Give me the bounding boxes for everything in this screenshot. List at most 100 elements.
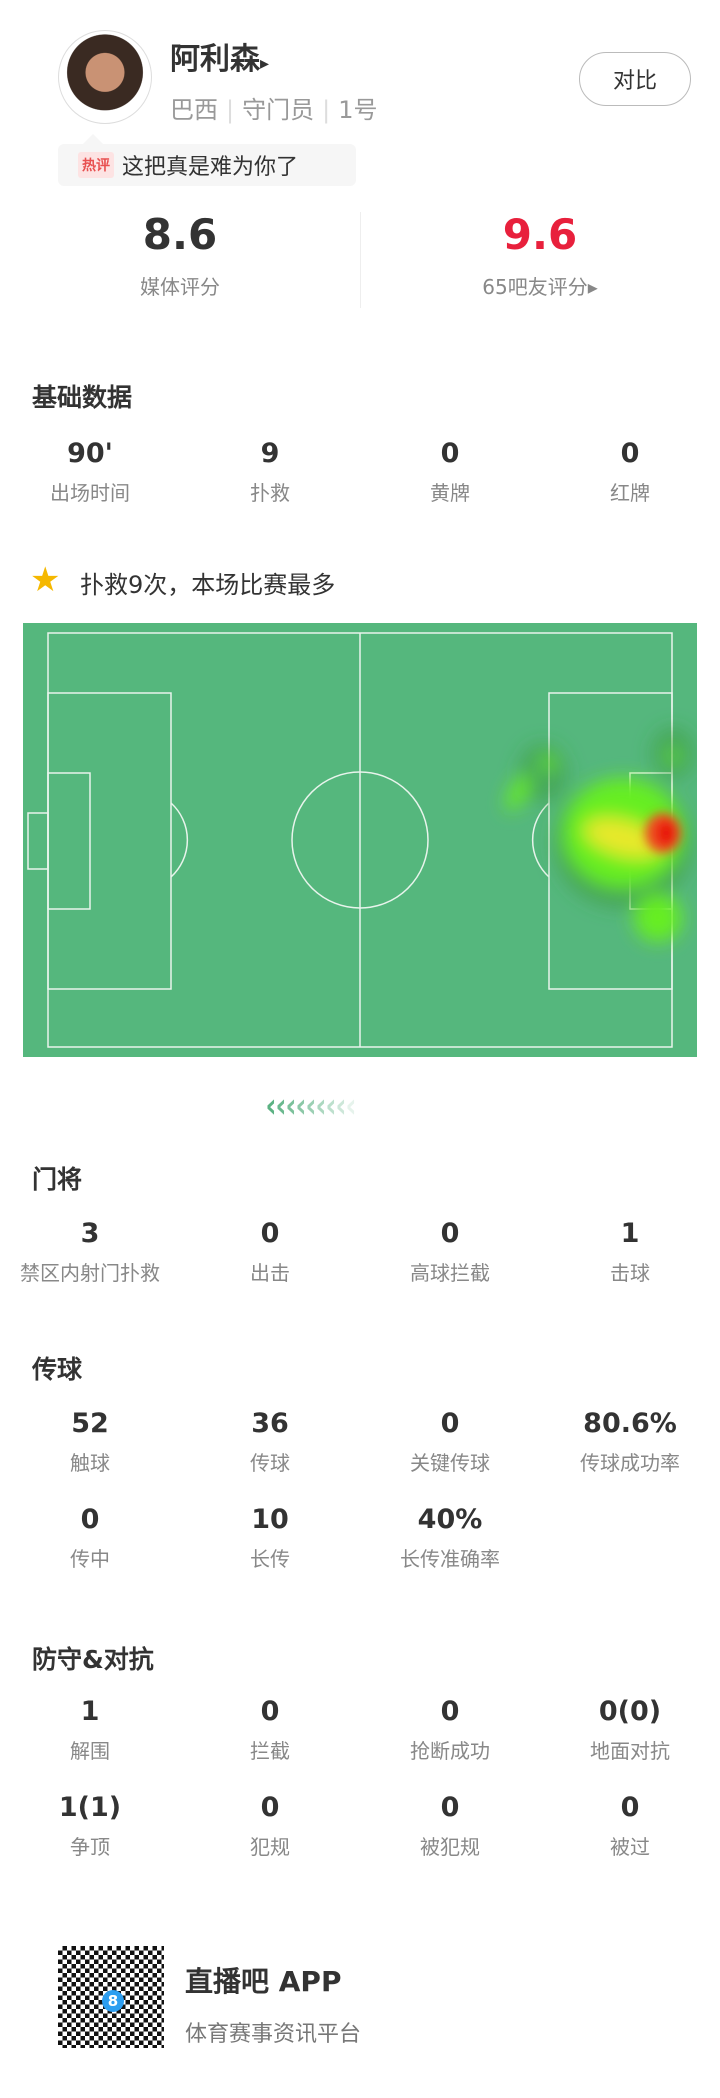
stat-label: 传中 <box>70 1547 110 1571</box>
chevron-left-icon: ‹ <box>325 1086 337 1126</box>
media-rating-value: 8.6 <box>142 210 218 259</box>
stat-value: 0 <box>620 438 640 469</box>
stat-item: 0 被过 <box>540 1792 720 1860</box>
highlight-text: 扑救9次，本场比赛最多 <box>80 571 336 599</box>
stat-label: 被犯规 <box>420 1835 480 1859</box>
stat-item: 0 关键传球 <box>360 1408 540 1476</box>
stat-value: 9 <box>260 438 280 469</box>
stat-value: 0 <box>440 1408 460 1439</box>
stat-value: 10 <box>251 1504 289 1535</box>
stat-label: 抢断成功 <box>410 1739 490 1763</box>
chevron-left-icon: ‹ <box>295 1086 307 1126</box>
media-rating: 8.6 媒体评分 <box>0 210 360 300</box>
app-logo-icon: 8 <box>102 1990 124 2012</box>
fan-rating[interactable]: 9.6 65吧友评分▸ <box>360 210 720 300</box>
stat-item: 0 被犯规 <box>360 1792 540 1860</box>
stat-label: 红牌 <box>610 481 650 505</box>
section-title-goalkeeping: 门将 <box>32 1165 83 1194</box>
stat-label: 拦截 <box>250 1739 290 1763</box>
stat-item: 0(0) 地面对抗 <box>540 1696 720 1764</box>
stat-label: 争顶 <box>70 1835 110 1859</box>
stat-value: 0(0) <box>598 1696 662 1727</box>
hot-comment[interactable]: 热评 这把真是难为你了 <box>58 134 356 186</box>
stat-item: 52 触球 <box>0 1408 180 1476</box>
chevron-left-icon: ‹ <box>275 1086 287 1126</box>
player-avatar[interactable] <box>58 30 152 124</box>
chevron-left-icon: ‹ <box>305 1086 317 1126</box>
stat-item: 10 长传 <box>180 1504 360 1572</box>
stat-item: 36 传球 <box>180 1408 360 1476</box>
section-title-basic: 基础数据 <box>32 383 133 412</box>
arrow-right-icon: ▸ <box>260 53 270 74</box>
stat-value: 1(1) <box>58 1792 122 1823</box>
stat-value: 90' <box>67 438 113 469</box>
stat-item: 0 拦截 <box>180 1696 360 1764</box>
stat-label: 关键传球 <box>410 1451 490 1475</box>
nation: 巴西 <box>170 96 218 124</box>
stat-item: 0 红牌 <box>540 438 720 506</box>
stat-item: 1 击球 <box>540 1218 720 1286</box>
stat-value: 0 <box>80 1504 100 1535</box>
media-rating-label: 媒体评分 <box>140 275 220 299</box>
shirt-number: 1号 <box>338 96 378 124</box>
stat-label: 犯规 <box>250 1835 290 1859</box>
stat-label: 出击 <box>250 1261 290 1285</box>
defense-stats-row2: 1(1) 争顶 0 犯规 0 被犯规 0 被过 <box>0 1792 720 1860</box>
stat-label: 黄牌 <box>430 481 470 505</box>
stat-label: 击球 <box>610 1261 650 1285</box>
goalkeeping-stats: 3 禁区内射门扑救 0 出击 0 高球拦截 1 击球 <box>0 1218 720 1286</box>
divider <box>360 212 361 308</box>
heatmap-blobs <box>505 727 695 942</box>
stat-item: 0 出击 <box>180 1218 360 1286</box>
position: 守门员 <box>242 96 315 124</box>
stat-value: 1 <box>80 1696 100 1727</box>
chevron-left-icon: ‹ <box>315 1086 327 1126</box>
attack-direction-arrows: ‹ ‹ ‹ ‹ ‹ ‹ ‹ ‹ ‹ <box>264 1086 357 1126</box>
stat-label: 解围 <box>70 1739 110 1763</box>
basic-stats: 90' 出场时间 9 扑救 0 黄牌 0 红牌 <box>0 438 720 506</box>
stat-item: 0 抢断成功 <box>360 1696 540 1764</box>
stat-value: 52 <box>71 1408 109 1439</box>
stat-item: 1(1) 争顶 <box>0 1792 180 1860</box>
stat-value: 0 <box>260 1792 280 1823</box>
stat-value: 0 <box>260 1696 280 1727</box>
stat-value: 1 <box>620 1218 640 1249</box>
stat-label: 高球拦截 <box>410 1261 490 1285</box>
stat-label: 禁区内射门扑救 <box>20 1261 160 1285</box>
section-title-passing: 传球 <box>32 1355 83 1384</box>
stat-label: 传球 <box>250 1451 290 1475</box>
stat-value: 0 <box>620 1792 640 1823</box>
stat-value: 0 <box>440 1696 460 1727</box>
player-name[interactable]: 阿利森▸ <box>170 42 270 77</box>
stat-value: 0 <box>440 438 460 469</box>
player-info: 巴西 | 守门员 | 1号 <box>170 96 378 124</box>
stat-item: 0 高球拦截 <box>360 1218 540 1286</box>
stat-label: 地面对抗 <box>590 1739 670 1763</box>
stat-label: 扑救 <box>250 481 290 505</box>
chevron-left-icon: ‹ <box>345 1086 357 1126</box>
passing-stats-row1: 52 触球 36 传球 0 关键传球 80.6% 传球成功率 <box>0 1408 720 1476</box>
stat-item: 40% 长传准确率 <box>360 1504 540 1572</box>
chevron-left-icon: ‹ <box>265 1086 277 1126</box>
heatmap-pitch <box>23 623 697 1057</box>
compare-button[interactable]: 对比 <box>579 52 691 106</box>
chevron-left-icon: ‹ <box>285 1086 297 1126</box>
fan-rating-value: 9.6 <box>502 210 578 259</box>
hot-tag: 热评 <box>78 152 114 178</box>
stat-label: 长传 <box>250 1547 290 1571</box>
stat-label: 出场时间 <box>50 481 130 505</box>
stat-item: 0 传中 <box>0 1504 180 1572</box>
stat-item: 3 禁区内射门扑救 <box>0 1218 180 1286</box>
stat-label: 长传准确率 <box>400 1547 500 1571</box>
stat-value: 36 <box>251 1408 289 1439</box>
stat-label: 被过 <box>610 1835 650 1859</box>
hot-comment-text: 这把真是难为你了 <box>122 155 299 180</box>
stat-value: 40% <box>417 1504 483 1535</box>
passing-stats-row2: 0 传中 10 长传 40% 长传准确率 <box>0 1504 720 1572</box>
fan-rating-label[interactable]: 65吧友评分▸ <box>482 275 598 299</box>
stat-item: 1 解围 <box>0 1696 180 1764</box>
stat-item: 80.6% 传球成功率 <box>540 1408 720 1476</box>
stat-value: 80.6% <box>583 1408 677 1439</box>
stat-item: 0 犯规 <box>180 1792 360 1860</box>
stat-value: 3 <box>80 1218 100 1249</box>
